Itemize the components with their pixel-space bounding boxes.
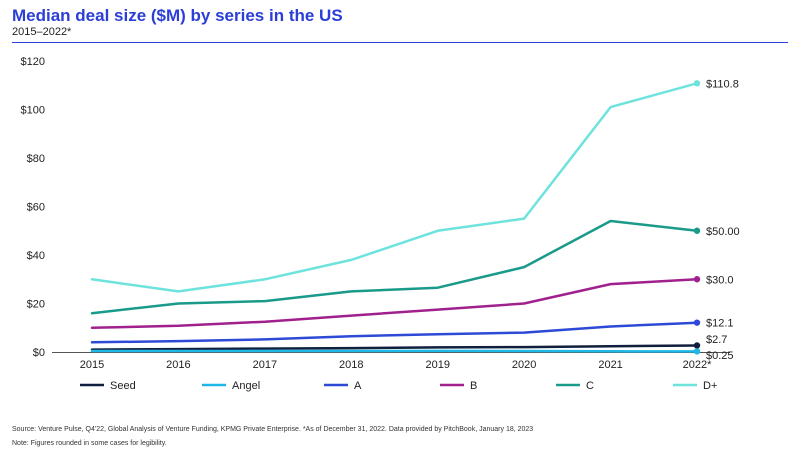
series-end-marker-seed — [693, 342, 701, 349]
series-line-a — [90, 321, 699, 344]
x-tick-label: 2022* — [683, 359, 712, 371]
y-tick-label: $100 — [21, 105, 45, 117]
title-divider — [12, 42, 788, 43]
x-tick-label: 2020 — [512, 359, 536, 371]
series-end-marker-b — [693, 276, 701, 283]
series-line-b — [90, 278, 699, 330]
source-note: Source: Venture Pulse, Q4'22, Global Ana… — [12, 426, 534, 433]
footnote: Note: Figures rounded in some cases for … — [12, 440, 167, 447]
series-line-c — [90, 219, 699, 315]
series-end-label-d-: $110.8 — [706, 78, 739, 90]
series-line-seed — [90, 344, 699, 351]
legend-label-b: B — [470, 380, 477, 392]
x-tick-label: 2018 — [339, 359, 363, 371]
y-tick-label: $60 — [27, 202, 45, 214]
series-end-label-seed: $2.7 — [706, 334, 727, 346]
legend-label-a: A — [354, 380, 362, 392]
chart-title: Median deal size ($M) by series in the U… — [12, 6, 343, 25]
series-end-label-b: $30.0 — [706, 274, 734, 286]
series-end-marker-angel — [693, 348, 701, 355]
series-end-label-a: $12.1 — [706, 318, 734, 330]
y-tick-label: $80 — [27, 153, 45, 165]
y-tick-label: $0 — [33, 347, 45, 359]
series-end-marker-c — [693, 227, 701, 234]
series-line-angel — [90, 349, 699, 353]
legend-label-seed: Seed — [110, 380, 136, 392]
legend-label-d-: D+ — [703, 380, 717, 392]
chart-subtitle: 2015–2022* — [12, 26, 72, 38]
series-end-marker-d- — [693, 80, 701, 87]
series-line-d- — [90, 82, 699, 293]
x-tick-label: 2016 — [166, 359, 190, 371]
series-end-label-angel: $0.25 — [706, 350, 734, 362]
y-tick-label: $120 — [21, 56, 45, 68]
x-tick-label: 2017 — [253, 359, 277, 371]
x-tick-label: 2015 — [80, 359, 104, 371]
legend-label-c: C — [586, 380, 594, 392]
y-tick-label: $20 — [27, 299, 45, 311]
series-end-marker-a — [693, 319, 701, 326]
x-tick-label: 2019 — [425, 359, 449, 371]
x-tick-label: 2021 — [598, 359, 622, 371]
y-tick-label: $40 — [27, 250, 45, 262]
series-end-label-c: $50.00 — [706, 226, 740, 238]
legend-label-angel: Angel — [232, 380, 260, 392]
